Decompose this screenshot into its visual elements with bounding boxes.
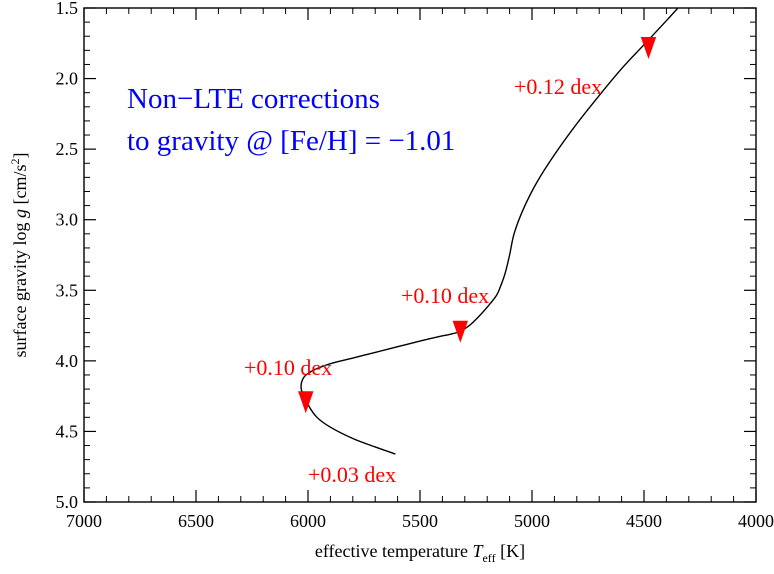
y-tick-label: 2.5: [56, 139, 79, 159]
x-tick-label: 5000: [514, 511, 550, 531]
y-axis-title-suffix: ]: [10, 153, 30, 159]
correction-marker: [640, 37, 657, 60]
series-line: [300, 8, 679, 455]
y-tick-label: 2.0: [56, 69, 79, 89]
y-tick-label: 1.5: [56, 0, 79, 18]
annotation-correction-turnoff: +0.10 dex: [244, 355, 332, 380]
y-tick-label: 4.5: [56, 421, 79, 441]
annotation-title-line-1: Non−LTE corrections: [127, 83, 380, 115]
x-tick-label: 6000: [290, 511, 326, 531]
annotation-correction-dwarf: +0.03 dex: [308, 462, 396, 487]
y-tick-label: 3.5: [56, 280, 79, 300]
x-axis-title-prefix: effective temperature: [315, 541, 473, 561]
annotation-correction-giant: +0.12 dex: [514, 74, 602, 99]
y-tick-label: 4.0: [56, 351, 79, 371]
y-tick-label: 3.0: [56, 210, 79, 230]
x-axis-title-suffix: [K]: [496, 541, 526, 561]
x-tick-label: 6500: [178, 511, 214, 531]
y-tick-label: 5.0: [56, 492, 79, 512]
plot-series: [300, 8, 679, 455]
plot-ticks: [83, 7, 757, 503]
annotation-correction-subgiant: +0.10 dex: [401, 283, 489, 308]
annotation-title-line-2: to gravity @ [Fe/H] = −1.01: [127, 125, 455, 157]
y-axis-title-symbol: g: [10, 209, 30, 218]
x-tick-label: 4500: [626, 511, 662, 531]
x-axis-title-subscript: eff: [482, 551, 495, 565]
y-axis-title-prefix: surface gravity log: [10, 218, 30, 357]
x-tick-label: 7000: [66, 511, 102, 531]
y-tick-labels: 1.5 2.0 2.5 3.0 3.5 4.0 4.5 5.0: [56, 0, 79, 512]
correction-marker: [452, 320, 469, 343]
y-axis-title-superscript: 2: [8, 159, 22, 165]
x-tick-labels: 7000 6500 6000 5500 5000 4500 4000: [66, 511, 774, 531]
x-tick-label: 5500: [402, 511, 438, 531]
y-axis-title-middle: [cm/s: [10, 165, 30, 210]
plot-markers: [298, 37, 657, 414]
y-axis-title: surface gravity log g [cm/s2]: [8, 153, 30, 358]
x-tick-label: 4000: [738, 511, 774, 531]
correction-marker: [298, 391, 314, 414]
x-axis-title-symbol: T: [472, 541, 484, 561]
x-axis-title: effective temperature Teff [K]: [315, 541, 525, 565]
